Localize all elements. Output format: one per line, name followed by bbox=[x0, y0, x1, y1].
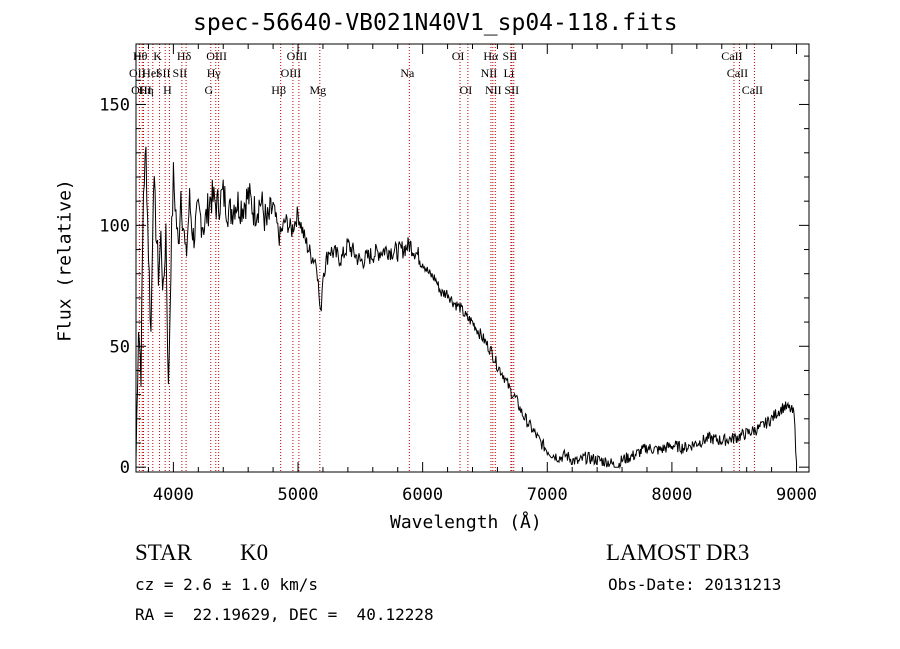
line-label-5: K bbox=[153, 49, 162, 63]
spectrum-series bbox=[135, 146, 797, 470]
object-class: STAR bbox=[135, 540, 192, 565]
line-label-16: Mg bbox=[309, 83, 326, 97]
coordinates: RA = 22.19629, DEC = 40.12228 bbox=[135, 605, 434, 624]
object-subclass: K0 bbox=[240, 540, 269, 565]
plot-frame bbox=[135, 43, 810, 473]
spectrum-line-0 bbox=[135, 146, 797, 470]
line-label-26: CaII bbox=[721, 49, 742, 63]
line-label-13: Hβ bbox=[271, 83, 286, 97]
line-label-4: Hel bbox=[142, 66, 160, 80]
x-axis-label: Wavelength (Å) bbox=[390, 512, 542, 533]
line-label-7: H bbox=[163, 83, 172, 97]
line-label-17: Na bbox=[400, 66, 415, 80]
line-label-0: OII bbox=[129, 66, 146, 80]
redshift-value: cz = 2.6 ± 1.0 km/s bbox=[135, 575, 319, 594]
axis-ticks: 4000 5000 6000 7000 8000 9000 0 50 100 150 bbox=[99, 44, 817, 505]
y-tick-label-3: 150 bbox=[99, 95, 130, 115]
line-label-14: OIII bbox=[281, 66, 302, 80]
line-label-19: OI bbox=[460, 83, 473, 97]
line-label-8: Hδ bbox=[177, 49, 192, 63]
line-label-28: CaII bbox=[742, 83, 763, 97]
line-label-3: Hη bbox=[139, 83, 154, 97]
line-label-12: OIII bbox=[206, 49, 227, 63]
x-tick-label-5: 9000 bbox=[776, 485, 817, 505]
line-label-2: OIII bbox=[131, 83, 152, 97]
line-label-27: CaII bbox=[727, 66, 748, 80]
x-tick-label-2: 6000 bbox=[402, 485, 443, 505]
y-tick-label-2: 100 bbox=[99, 216, 130, 236]
y-tick-label-0: 0 bbox=[120, 458, 130, 478]
x-tick-label-4: 8000 bbox=[651, 485, 692, 505]
line-label-23: Li bbox=[504, 66, 515, 80]
chart-title: spec-56640-VB021N40V1_sp04-118.fits bbox=[193, 10, 678, 36]
observation-date: Obs-Date: 20131213 bbox=[608, 575, 782, 594]
line-label-11: Hγ bbox=[207, 66, 222, 80]
line-label-24: SII bbox=[503, 49, 518, 63]
x-tick-label-0: 4000 bbox=[153, 485, 194, 505]
line-label-18: OI bbox=[452, 49, 465, 63]
line-label-10: G bbox=[204, 83, 213, 97]
line-labels: OIIHθOIIIHηHelKSIIHHδSIIGHγOIIIHβOIIIOII… bbox=[129, 49, 763, 97]
survey-name: LAMOST DR3 bbox=[606, 540, 750, 565]
line-label-21: Hα bbox=[483, 49, 499, 63]
x-tick-label-3: 7000 bbox=[527, 485, 568, 505]
x-tick-label-1: 5000 bbox=[278, 485, 319, 505]
line-label-9: SII bbox=[173, 66, 188, 80]
line-label-25: SII bbox=[504, 83, 519, 97]
line-label-20: NII bbox=[481, 66, 498, 80]
line-label-22: NII bbox=[485, 83, 502, 97]
spectral-line-markers bbox=[138, 44, 755, 472]
y-axis-label: Flux (relative) bbox=[54, 179, 76, 342]
line-label-6: SII bbox=[156, 66, 171, 80]
line-label-1: Hθ bbox=[133, 49, 148, 63]
y-tick-label-1: 50 bbox=[110, 337, 130, 357]
line-label-15: OIII bbox=[287, 49, 308, 63]
